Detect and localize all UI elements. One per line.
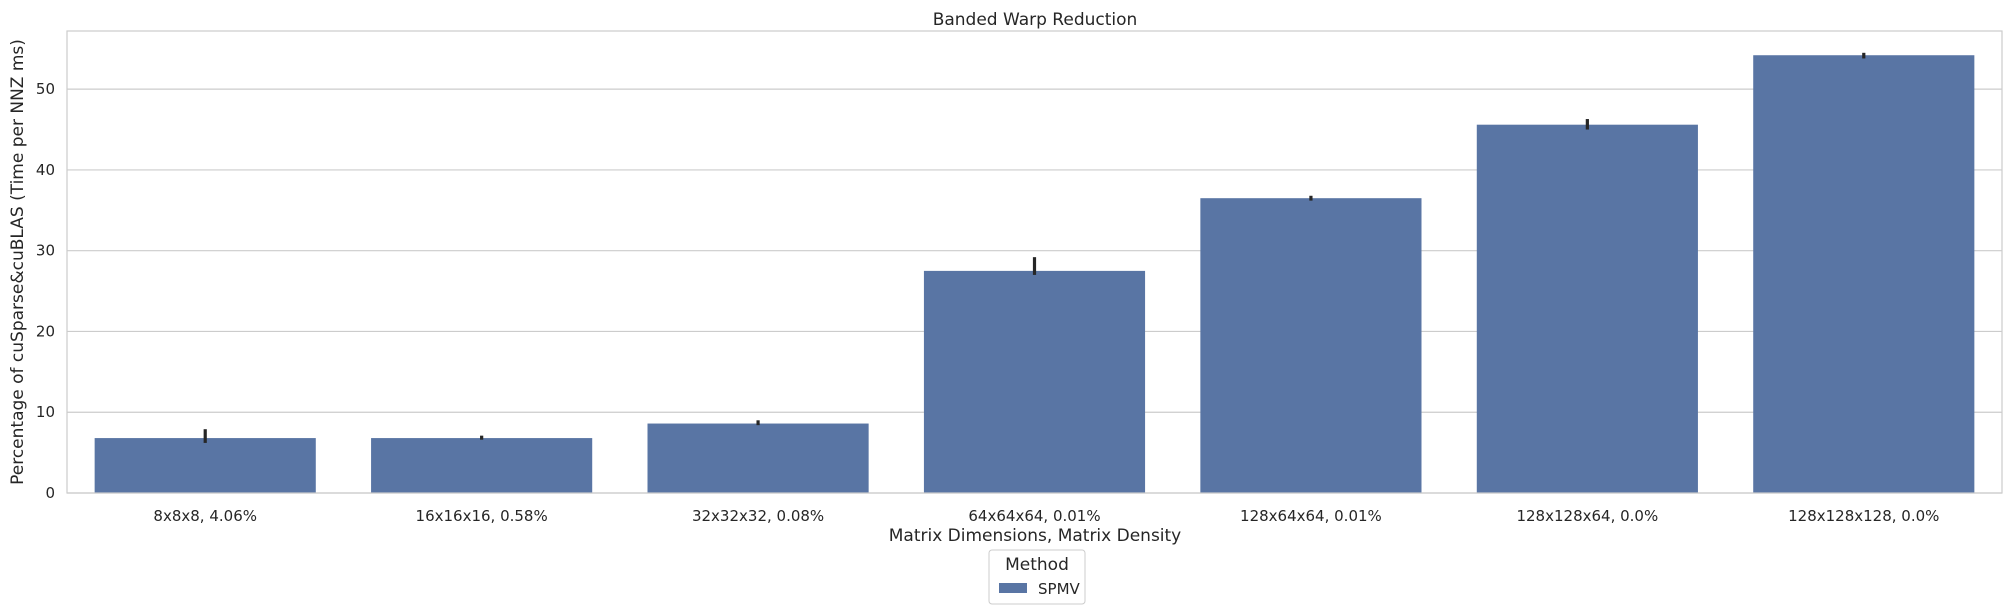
y-tick-label-5: 50: [36, 80, 55, 98]
chart-title: Banded Warp Reduction: [933, 10, 1138, 30]
x-axis-label: Matrix Dimensions, Matrix Density: [889, 526, 1182, 546]
y-tick-label-3: 30: [36, 242, 55, 260]
bars-group: [94, 55, 1975, 493]
bar-2: [647, 423, 869, 493]
x-tick-label-0: 8x8x8, 4.06%: [153, 507, 257, 525]
y-axis-label: Percentage of cuSparse&cuBLAS (Time per …: [8, 39, 28, 485]
x-tick-labels: 8x8x8, 4.06% 16x16x16, 0.58% 32x32x32, 0.0…: [153, 507, 1939, 525]
error-bars-group: [203, 52, 1866, 443]
x-tick-label-4: 128x64x64, 0.01%: [1240, 507, 1382, 525]
bar-3: [923, 270, 1146, 493]
y-tick-label-1: 10: [36, 403, 55, 421]
x-tick-label-5: 128x128x64, 0.0%: [1516, 507, 1658, 525]
bar-1: [371, 438, 593, 493]
y-tick-labels: 0 10 20 30 40 50: [36, 80, 55, 502]
x-tick-label-2: 32x32x32, 0.08%: [692, 507, 824, 525]
bar-5: [1476, 124, 1698, 493]
x-tick-label-6: 128x128x128, 0.0%: [1788, 507, 1939, 525]
legend-label: SPMV: [1038, 580, 1081, 598]
y-tick-label-2: 20: [36, 322, 55, 340]
x-tick-label-1: 16x16x16, 0.58%: [416, 507, 548, 525]
y-tick-label-4: 40: [36, 161, 55, 179]
plot-frame: [66, 30, 2003, 494]
legend-swatch: [999, 583, 1027, 593]
bar-4: [1200, 198, 1422, 493]
x-tick-label-3: 64x64x64, 0.01%: [968, 507, 1100, 525]
legend: Method SPMV: [988, 549, 1086, 605]
legend-title: Method: [1005, 555, 1069, 575]
bar-6: [1753, 55, 1975, 493]
bar-0: [94, 438, 316, 493]
y-tick-label-0: 0: [45, 484, 55, 502]
